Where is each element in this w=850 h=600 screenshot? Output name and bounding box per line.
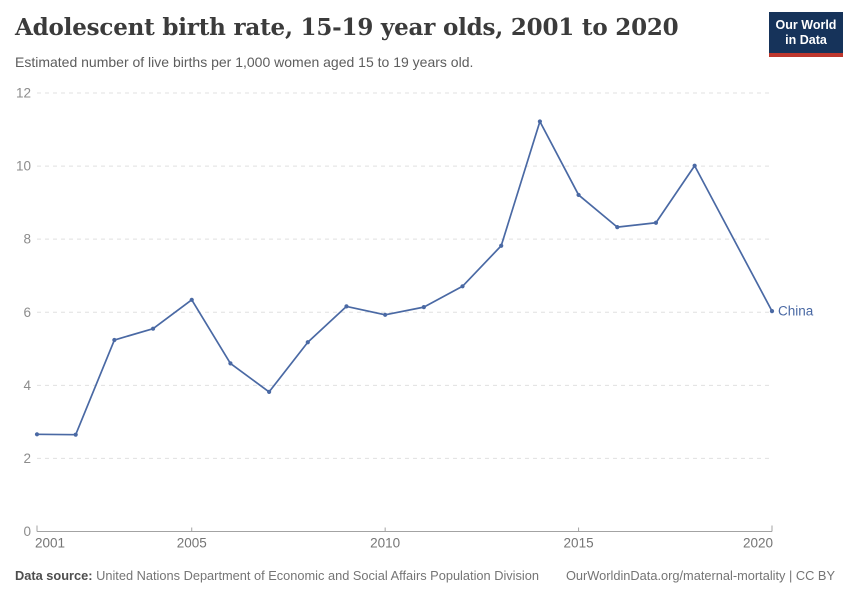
data-point-2011[interactable] [421,305,426,310]
data-source-text: United Nations Department of Economic an… [96,568,540,583]
y-axis-tick-label: 4 [23,378,31,393]
y-axis-tick-label: 2 [23,451,31,466]
page-title: Adolescent birth rate, 15-19 year olds, … [15,14,679,41]
owid-logo[interactable]: Our World in Data [769,12,843,57]
data-point-2013[interactable] [499,243,504,248]
attribution-link[interactable]: OurWorldinData.org/maternal-mortality | … [565,568,835,583]
owid-logo-line2: in Data [785,33,827,47]
chart-subtitle: Estimated number of live births per 1,00… [15,54,474,70]
y-axis-tick-label: 0 [23,524,31,539]
data-source: Data source: United Nations Department o… [15,568,539,583]
data-point-2018[interactable] [692,163,697,168]
data-point-2017[interactable] [653,220,659,225]
x-axis-tick-label: 2015 [564,536,594,551]
owid-logo-line1: Our World [775,18,837,32]
data-point-2001[interactable] [34,432,40,437]
x-axis-tick-label: 2020 [743,536,773,551]
x-axis-tick-label: 2010 [370,536,400,551]
data-point-2012[interactable] [460,284,465,289]
series-label-china[interactable]: China [778,304,814,319]
line-chart[interactable]: 0 2 4 6 8 10 12 2001 2005 2010 2015 2020 China [0,0,850,560]
data-point-2007[interactable] [267,389,272,395]
data-point-2002[interactable] [73,432,78,437]
data-point-2014[interactable] [537,119,542,124]
data-point-2008[interactable] [305,340,310,345]
data-point-2009[interactable] [344,304,349,309]
data-point-2005[interactable] [189,297,194,302]
data-point-2010[interactable] [383,312,388,317]
data-point-2003[interactable] [112,337,117,343]
data-point-2015[interactable] [576,192,581,198]
data-point-2020[interactable] [769,309,775,314]
x-axis-tick-label: 2001 [35,536,65,551]
data-point-2006[interactable] [228,361,233,366]
y-axis-tick-label: 6 [23,305,31,320]
chart-footer: Data source: United Nations Department o… [15,568,835,583]
data-source-label: Data source: [15,568,93,583]
x-axis-tick-label: 2005 [177,536,207,551]
data-point-2004[interactable] [150,326,156,331]
series-line-china[interactable] [36,120,773,436]
data-point-2016[interactable] [615,225,620,230]
y-axis-tick-label: 12 [16,86,31,101]
y-axis-tick-label: 10 [16,159,31,174]
y-axis-tick-label: 8 [23,232,31,247]
